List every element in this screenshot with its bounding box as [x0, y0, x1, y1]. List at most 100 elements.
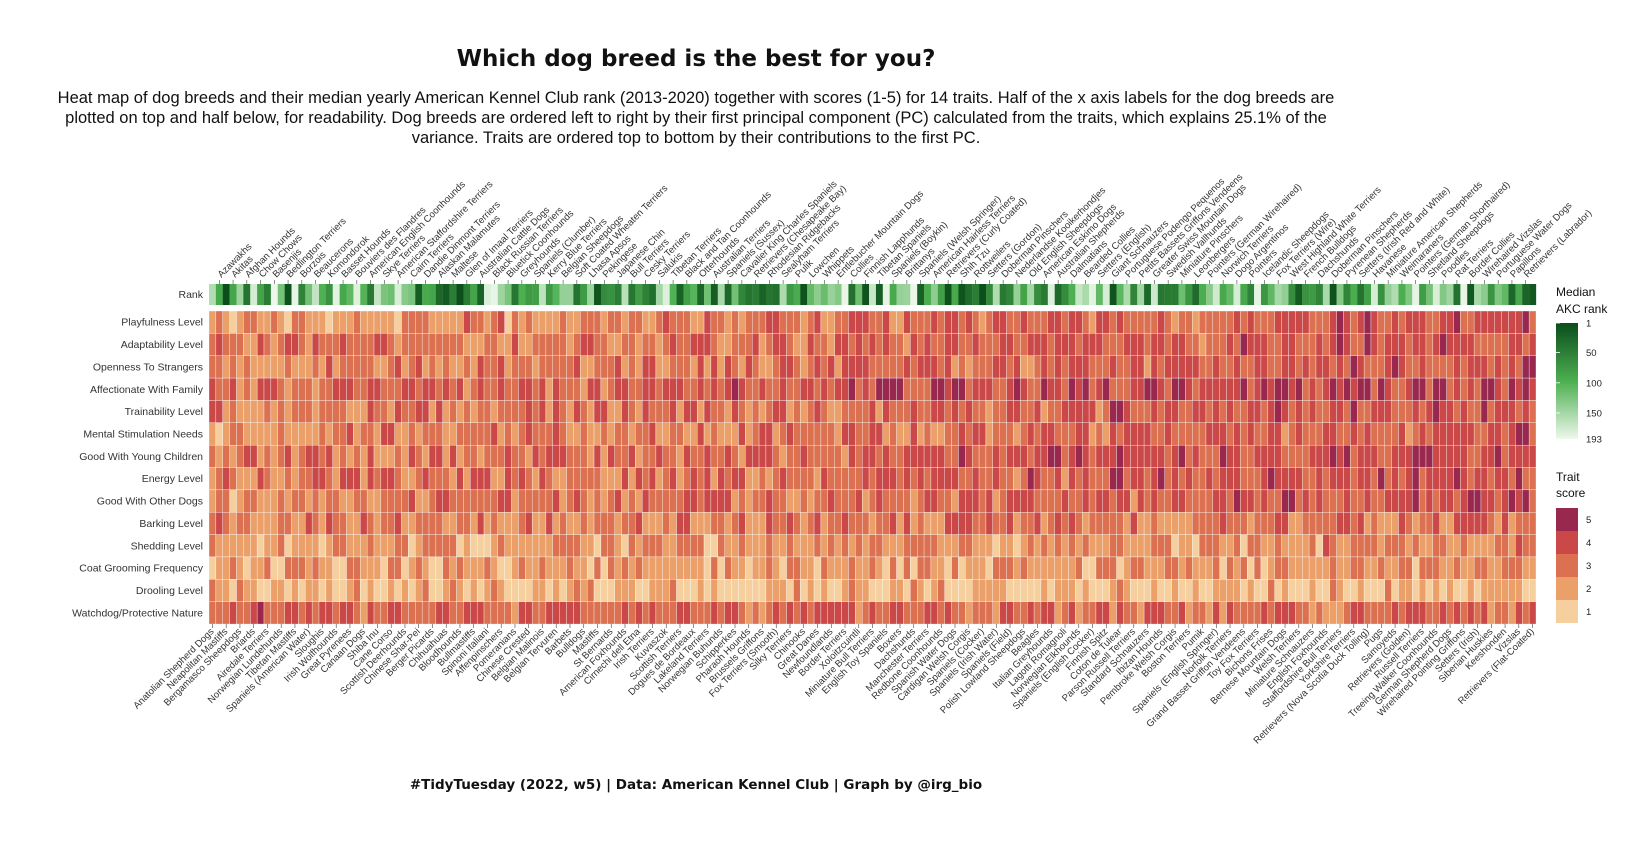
trait-cell [1308, 556, 1317, 580]
trait-cell [683, 579, 691, 602]
trait-cell [215, 579, 223, 602]
trait-cell [635, 377, 643, 401]
trait-cell [545, 489, 553, 513]
trait-cell [277, 333, 285, 356]
trait-cell [1143, 377, 1152, 401]
chart-title: Which dog breed is the best for you? [457, 46, 936, 72]
trait-cell [1192, 512, 1200, 535]
trait-cell [1040, 355, 1049, 379]
trait-cell [1494, 579, 1502, 602]
rank-cell [1501, 284, 1509, 305]
trait-cell [586, 400, 595, 423]
trait-cell [793, 579, 801, 602]
trait-cell [648, 534, 657, 558]
trait-cell [1480, 601, 1489, 625]
trait-cell [1178, 444, 1186, 468]
trait-cell [270, 444, 278, 468]
trait-cell [1205, 422, 1214, 446]
trait-cell [311, 512, 320, 535]
trait-cell [648, 467, 657, 491]
trait-cell [1027, 579, 1035, 602]
rank-cell [1384, 284, 1392, 305]
trait-cell [1494, 534, 1502, 558]
trait-cell [353, 467, 361, 491]
trait-cell [786, 310, 794, 334]
trait-cell [635, 579, 643, 602]
trait-cell [1522, 489, 1530, 513]
trait-cell [676, 534, 684, 558]
trait-cell [250, 556, 258, 580]
trait-cell [580, 400, 588, 423]
trait-cell [607, 310, 615, 334]
trait-cell [1205, 556, 1214, 580]
trait-cell [614, 534, 622, 558]
trait-cell [717, 579, 725, 602]
trait-cell [923, 556, 932, 580]
trait-cell [696, 601, 705, 625]
trait-cell [1398, 467, 1406, 491]
trait-cell [222, 512, 230, 535]
trait-cell [752, 556, 760, 580]
trait-cell [476, 444, 485, 468]
trait-cell [717, 489, 725, 513]
trait-cell [641, 579, 650, 602]
trait-cell [401, 467, 409, 491]
trait-cell [483, 556, 492, 580]
trait-cell [1357, 534, 1365, 558]
trait-cell [889, 467, 897, 491]
trait-cell [972, 579, 980, 602]
trait-cell [1363, 489, 1372, 513]
trait-cell [566, 467, 574, 491]
trait-cell [1247, 444, 1255, 468]
trait-cell [1391, 333, 1399, 356]
trait-cell [1322, 355, 1330, 379]
trait-cell [1528, 377, 1537, 401]
trait-cell [1439, 601, 1447, 625]
trait-cell [765, 377, 773, 401]
trait-cell [222, 377, 230, 401]
trait-cell [1102, 444, 1110, 468]
trait-cell [1267, 579, 1275, 602]
trait-cell [710, 467, 718, 491]
trait-cell [903, 489, 911, 513]
trait-cell [1267, 534, 1275, 558]
trait-cell [1102, 556, 1110, 580]
trait-cell [628, 556, 636, 580]
trait-cell [332, 556, 340, 580]
trait-cell [442, 556, 450, 580]
trait-cell [1412, 333, 1420, 356]
trait-cell [985, 512, 993, 535]
rank-cell [958, 284, 966, 305]
trait-cell [621, 422, 629, 446]
trait-cell [1336, 534, 1344, 558]
trait-cell [387, 579, 395, 602]
trait-cell [511, 422, 519, 446]
trait-cell [463, 534, 471, 558]
trait-cell [291, 444, 299, 468]
trait-cell [600, 422, 608, 446]
trait-cell [731, 512, 739, 535]
trait-cell [1260, 467, 1269, 491]
trait-cell [807, 333, 815, 356]
trait-cell [951, 444, 959, 468]
trait-cell [284, 512, 292, 535]
rank-cell [717, 284, 725, 305]
rank-cell [930, 284, 938, 305]
trait-cell [641, 400, 650, 423]
trait-cell [1370, 310, 1379, 334]
trait-cell [346, 556, 354, 580]
trait-cell [889, 556, 897, 580]
trait-cell [1508, 400, 1516, 423]
trait-cell [325, 467, 333, 491]
trait-cell [1370, 534, 1379, 558]
trait-cell [978, 355, 987, 379]
trait-cell [1432, 400, 1440, 423]
trait-cell [1226, 310, 1234, 334]
trait-cell [703, 444, 712, 468]
trait-cell [1178, 579, 1186, 602]
trait-cell [1260, 355, 1269, 379]
trait-cell [834, 534, 842, 558]
trait-cell [353, 512, 361, 535]
trait-cell [270, 422, 278, 446]
